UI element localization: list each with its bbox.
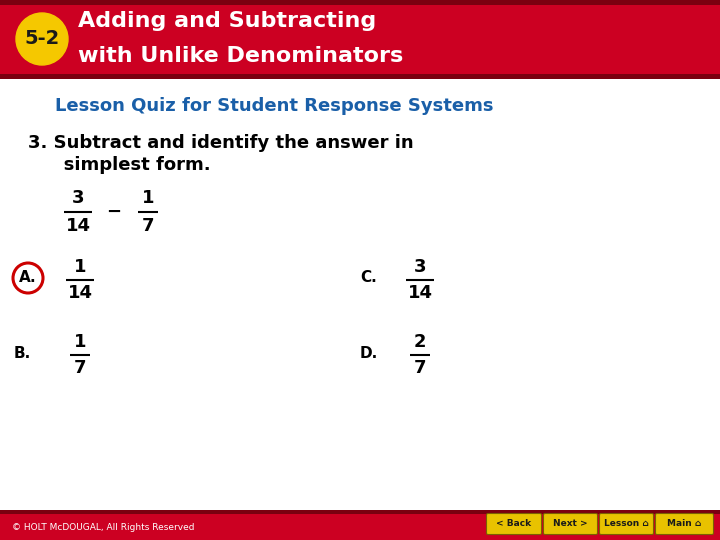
Text: Adding and Subtracting: Adding and Subtracting [78,11,377,31]
Text: 14: 14 [408,284,433,302]
Text: B.: B. [14,346,31,361]
Text: D.: D. [360,346,378,361]
Text: simplest form.: simplest form. [45,156,211,174]
Text: 1: 1 [73,258,86,276]
Text: 2: 2 [414,333,426,351]
FancyBboxPatch shape [487,514,541,535]
Text: 5-2: 5-2 [24,30,60,49]
FancyBboxPatch shape [0,0,720,78]
Text: © HOLT McDOUGAL, All Rights Reserved: © HOLT McDOUGAL, All Rights Reserved [12,523,194,531]
Text: 7: 7 [414,359,426,377]
Text: A.: A. [19,271,37,286]
Text: 14: 14 [68,284,92,302]
FancyBboxPatch shape [0,0,720,5]
Text: 3: 3 [414,258,426,276]
Text: 1: 1 [142,189,154,207]
Text: 3: 3 [72,189,84,207]
Text: 3. Subtract and identify the answer in: 3. Subtract and identify the answer in [28,134,413,152]
Text: 14: 14 [66,217,91,235]
FancyBboxPatch shape [0,74,720,79]
FancyBboxPatch shape [544,514,598,535]
Text: 7: 7 [142,217,154,235]
Text: Lesson Quiz for Student Response Systems: Lesson Quiz for Student Response Systems [55,97,493,115]
Text: 1: 1 [73,333,86,351]
Text: with Unlike Denominators: with Unlike Denominators [78,46,403,66]
FancyBboxPatch shape [0,510,720,514]
Text: C.: C. [360,271,377,286]
Text: < Back: < Back [496,519,531,529]
Text: 7: 7 [73,359,86,377]
Text: −: − [107,203,122,221]
Text: Next >: Next > [553,519,588,529]
FancyBboxPatch shape [655,514,714,535]
Text: Lesson ⌂: Lesson ⌂ [604,519,649,529]
FancyBboxPatch shape [0,510,720,540]
FancyBboxPatch shape [600,514,654,535]
Circle shape [16,13,68,65]
Text: Main ⌂: Main ⌂ [667,519,702,529]
